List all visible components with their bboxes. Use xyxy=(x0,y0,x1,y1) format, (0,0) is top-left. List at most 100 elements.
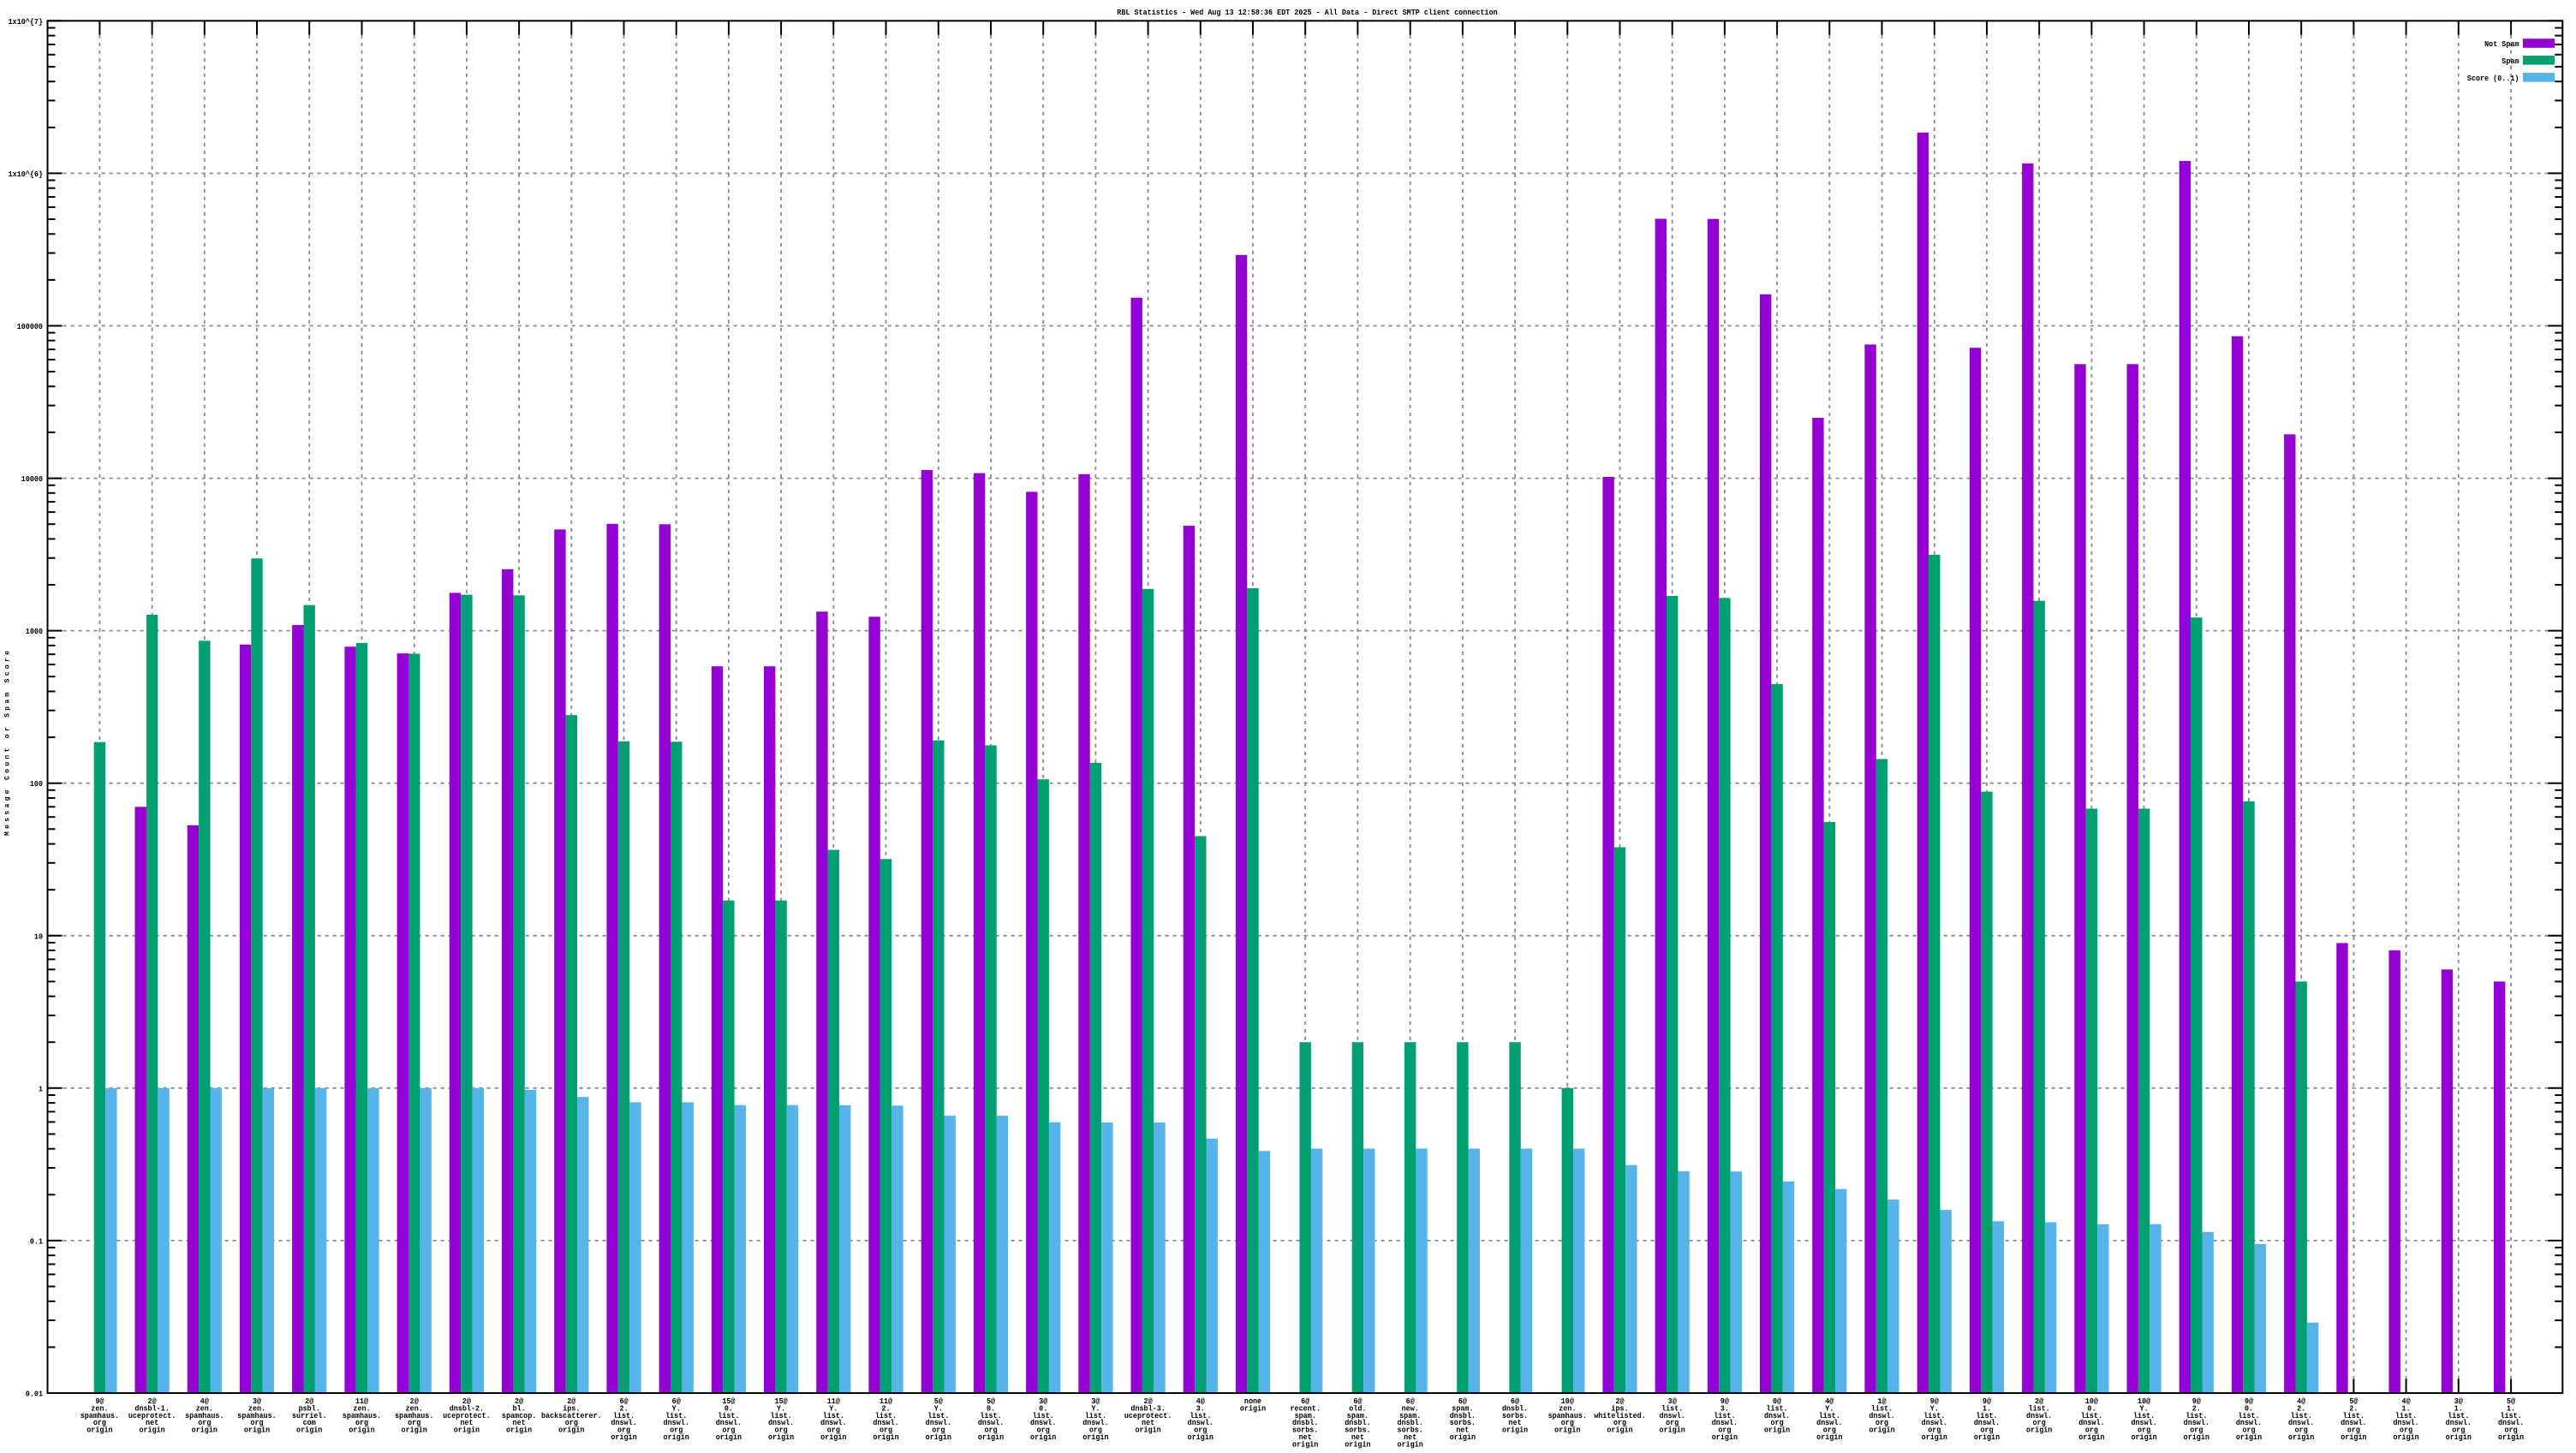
svg-text:list.: list. xyxy=(2291,1411,2312,1420)
svg-text:org: org xyxy=(1980,1426,1993,1435)
svg-text:0.: 0. xyxy=(1039,1403,1047,1413)
svg-text:uceprotect.: uceprotect. xyxy=(128,1411,176,1420)
svg-text:org: org xyxy=(355,1418,368,1427)
svg-text:org: org xyxy=(1875,1418,1888,1427)
svg-text:dnswl.: dnswl. xyxy=(2131,1418,2156,1427)
svg-text:net: net xyxy=(1299,1432,1312,1442)
svg-text:list.: list. xyxy=(1033,1411,1054,1420)
svg-text:net: net xyxy=(513,1418,526,1427)
svg-text:org: org xyxy=(408,1418,420,1427)
svg-text:org: org xyxy=(2138,1426,2150,1435)
svg-text:old.: old. xyxy=(1349,1403,1366,1413)
svg-text:list.: list. xyxy=(1871,1403,1893,1413)
svg-text:net: net xyxy=(460,1418,473,1427)
svg-text:5@: 5@ xyxy=(2349,1396,2358,1406)
svg-text:origin: origin xyxy=(506,1426,533,1435)
svg-text:dnsbl.: dnsbl. xyxy=(1398,1418,1423,1427)
svg-text:Score (0..1): Score (0..1) xyxy=(2467,74,2519,83)
svg-text:org: org xyxy=(670,1426,683,1435)
svg-text:2.: 2. xyxy=(2297,1403,2305,1413)
svg-text:origin: origin xyxy=(768,1432,795,1442)
svg-text:1x10^{6}: 1x10^{6} xyxy=(9,170,43,179)
svg-text:sorbs.: sorbs. xyxy=(1502,1411,1528,1420)
svg-text:origin: origin xyxy=(192,1426,218,1435)
svg-text:origin: origin xyxy=(1922,1432,1948,1442)
svg-text:0.: 0. xyxy=(2087,1403,2096,1413)
svg-text:9@: 9@ xyxy=(95,1396,104,1406)
svg-text:2@: 2@ xyxy=(148,1396,157,1406)
svg-text:origin: origin xyxy=(820,1432,847,1442)
svg-text:Spam: Spam xyxy=(2501,57,2519,66)
svg-text:0.: 0. xyxy=(987,1403,995,1413)
svg-text:6@: 6@ xyxy=(1511,1396,1519,1406)
svg-text:spamcop.: spamcop. xyxy=(502,1411,536,1420)
svg-text:9@: 9@ xyxy=(2245,1396,2253,1406)
svg-text:dnswl.: dnswl. xyxy=(2288,1418,2314,1427)
svg-text:list.: list. xyxy=(1767,1403,1788,1413)
svg-text:5@: 5@ xyxy=(2507,1396,2515,1406)
svg-text:dnsbl-3.: dnsbl-3. xyxy=(1130,1403,1165,1413)
svg-text:list.: list. xyxy=(875,1411,897,1420)
svg-text:3@: 3@ xyxy=(1091,1396,1100,1406)
svg-text:org: org xyxy=(1037,1426,1050,1435)
svg-text:RBL Statistics - Wed Aug 13 12: RBL Statistics - Wed Aug 13 12:58:36 EDT… xyxy=(1117,8,1498,17)
svg-text:Y.: Y. xyxy=(829,1403,838,1413)
svg-text:org: org xyxy=(617,1426,630,1435)
svg-text:list.: list. xyxy=(2185,1411,2207,1420)
svg-text:list.: list. xyxy=(2081,1411,2102,1420)
svg-text:10: 10 xyxy=(34,932,43,941)
svg-text:origin: origin xyxy=(926,1432,952,1442)
svg-text:origin: origin xyxy=(2131,1432,2157,1442)
svg-text:11@: 11@ xyxy=(827,1396,840,1406)
svg-text:6@: 6@ xyxy=(672,1396,681,1406)
svg-text:origin: origin xyxy=(2236,1432,2263,1442)
svg-text:dnswl.: dnswl. xyxy=(2078,1418,2104,1427)
svg-text:dnswl.: dnswl. xyxy=(978,1418,1004,1427)
svg-text:origin: origin xyxy=(1292,1439,1319,1449)
svg-text:2@: 2@ xyxy=(567,1396,575,1406)
svg-text:dnswl.: dnswl. xyxy=(1188,1418,1213,1427)
svg-text:zen.: zen. xyxy=(353,1403,370,1413)
svg-text:dnsbl-1.: dnsbl-1. xyxy=(134,1403,169,1413)
svg-text:org: org xyxy=(722,1426,735,1435)
svg-text:4@: 4@ xyxy=(2297,1396,2305,1406)
svg-text:list.: list. xyxy=(1976,1411,1997,1420)
svg-text:whitelisted.: whitelisted. xyxy=(1594,1411,1646,1420)
svg-text:10@: 10@ xyxy=(1561,1396,1574,1406)
svg-text:100: 100 xyxy=(30,779,43,789)
svg-text:dnsbl.: dnsbl. xyxy=(1345,1418,1370,1427)
svg-text:origin: origin xyxy=(1450,1432,1476,1442)
svg-text:2.: 2. xyxy=(881,1403,890,1413)
svg-text:2.: 2. xyxy=(619,1403,628,1413)
svg-text:list.: list. xyxy=(2238,1411,2259,1420)
svg-text:list.: list. xyxy=(613,1411,635,1420)
svg-text:dnswl.: dnswl. xyxy=(2026,1411,2052,1420)
svg-text:9@: 9@ xyxy=(1983,1396,1991,1406)
svg-text:4@: 4@ xyxy=(1825,1396,1834,1406)
svg-text:ips.: ips. xyxy=(563,1403,580,1413)
svg-text:org: org xyxy=(2242,1426,2255,1435)
svg-text:dnswl.: dnswl. xyxy=(1660,1411,1685,1420)
svg-text:new.: new. xyxy=(1402,1403,1419,1413)
svg-text:100000: 100000 xyxy=(17,322,44,331)
svg-text:origin: origin xyxy=(2393,1432,2419,1442)
svg-text:net: net xyxy=(1351,1432,1364,1442)
svg-text:list.: list. xyxy=(771,1411,792,1420)
svg-text:list.: list. xyxy=(1923,1411,1945,1420)
svg-text:dnswl.: dnswl. xyxy=(2393,1418,2418,1427)
svg-text:5@: 5@ xyxy=(987,1396,995,1406)
svg-text:zen.: zen. xyxy=(91,1403,108,1413)
svg-text:3.: 3. xyxy=(1720,1403,1729,1413)
svg-text:spamhaus.: spamhaus. xyxy=(185,1411,224,1420)
svg-text:1.: 1. xyxy=(2454,1403,2463,1413)
svg-text:4@: 4@ xyxy=(2402,1396,2411,1406)
svg-text:origin: origin xyxy=(1345,1439,1371,1449)
svg-text:list.: list. xyxy=(2029,1403,2050,1413)
svg-text:recent.: recent. xyxy=(1291,1403,1321,1413)
svg-text:surriel.: surriel. xyxy=(292,1411,326,1420)
svg-text:1000: 1000 xyxy=(26,627,43,636)
svg-text:zen.: zen. xyxy=(196,1403,213,1413)
svg-text:6@: 6@ xyxy=(619,1396,628,1406)
svg-text:2@: 2@ xyxy=(2035,1396,2043,1406)
svg-text:origin: origin xyxy=(1764,1426,1791,1435)
